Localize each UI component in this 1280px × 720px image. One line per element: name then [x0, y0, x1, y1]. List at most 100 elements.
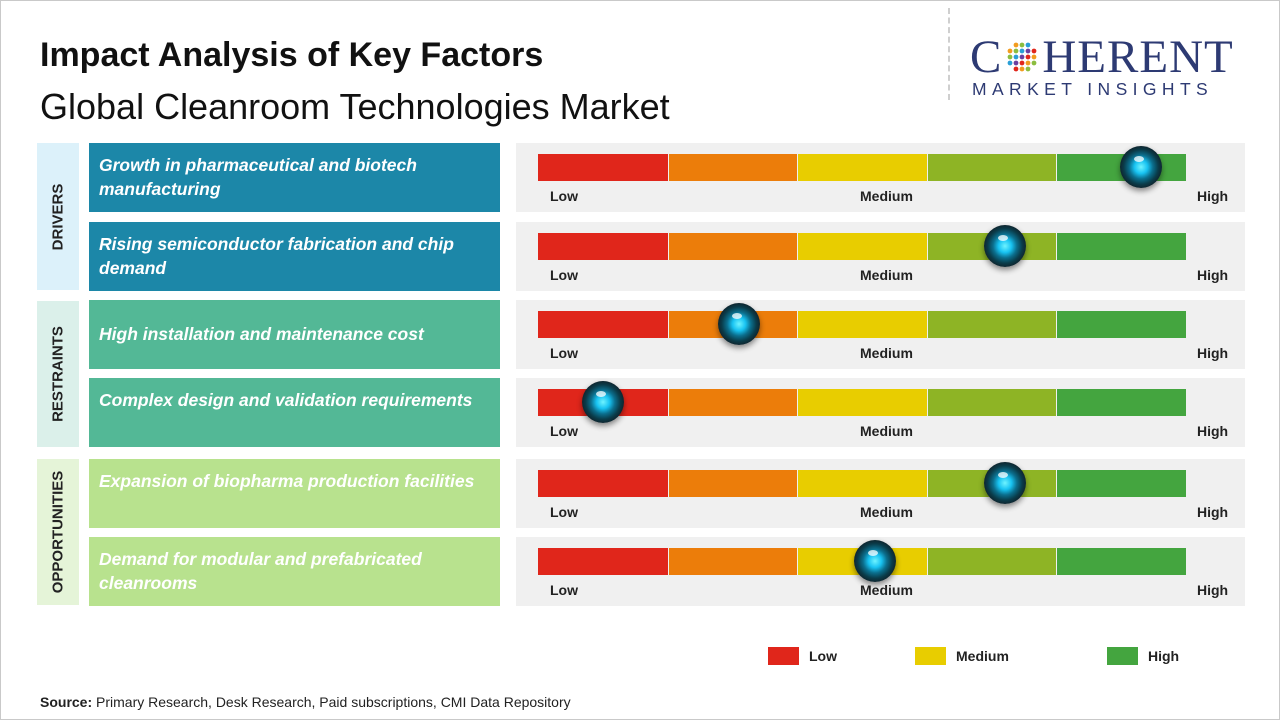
legend-swatch [768, 647, 799, 665]
scale-label-medium: Medium [860, 504, 913, 520]
scale-label-medium: Medium [860, 267, 913, 283]
category-label: OPPORTUNITIES [49, 470, 67, 594]
scale-segment [668, 548, 798, 575]
source-prefix: Source: [40, 694, 93, 710]
scale-segment [1057, 311, 1186, 338]
logo-dot [1025, 54, 1031, 60]
factor-box: Demand for modular and prefabricated cle… [89, 537, 500, 606]
logo-dot [1019, 60, 1025, 66]
impact-scale-row: Low Medium High [516, 222, 1245, 291]
legend-label: Medium [956, 648, 1009, 664]
scale-segment [1057, 470, 1186, 497]
scale-segment [538, 548, 668, 575]
logo-dot [1007, 60, 1013, 66]
category-opportunities: OPPORTUNITIES [37, 459, 79, 605]
category-restraints: RESTRAINTS [37, 301, 79, 447]
scale-label-low: Low [550, 504, 578, 520]
logo-dot [1019, 54, 1025, 60]
impact-scale-row: Low Medium High [516, 143, 1245, 212]
scale-segment [668, 154, 798, 181]
scale-segment [1057, 548, 1186, 575]
logo-dot [1019, 66, 1025, 72]
logo-dot [1013, 54, 1019, 60]
scale-label-high: High [1197, 423, 1229, 439]
logo-wordmark: C HERENT [970, 30, 1234, 84]
scale-label-high: High [1197, 504, 1229, 520]
logo-dot [1013, 48, 1019, 54]
scale-segment [538, 154, 668, 181]
impact-marker [1119, 146, 1162, 188]
legend-label: High [1148, 648, 1180, 664]
logo-dot [1013, 60, 1019, 66]
scale-label-high: High [1197, 582, 1229, 598]
impact-marker [717, 303, 760, 345]
scale-segment [798, 389, 927, 416]
logo-letter-c: C [970, 31, 1003, 83]
logo-dot [1007, 48, 1013, 54]
factor-box: Rising semiconductor fabrication and chi… [89, 222, 500, 291]
impact-scale-row: Low Medium High [516, 459, 1245, 528]
factor-box: Complex design and validation requiremen… [89, 378, 500, 447]
scale-label-medium: Medium [860, 188, 913, 204]
logo-dot [1031, 60, 1037, 66]
scale-segment [798, 233, 927, 260]
scale-segment [668, 470, 798, 497]
scale-segment [668, 233, 798, 260]
legend-label: Low [809, 648, 837, 664]
scale-segment [798, 311, 927, 338]
impact-marker [983, 225, 1026, 267]
scale-segment [1057, 233, 1186, 260]
logo-dot [1019, 48, 1025, 54]
scale-label-medium: Medium [860, 423, 913, 439]
logo-dot [1013, 66, 1019, 72]
scale-label-high: High [1197, 267, 1229, 283]
impact-scale-row: Low Medium High [516, 537, 1245, 606]
logo-dot [1031, 48, 1037, 54]
factor-box: Expansion of biopharma production facili… [89, 459, 500, 528]
logo-dot [1025, 66, 1031, 72]
scale-label-medium: Medium [860, 345, 913, 361]
scale-segment [927, 154, 1057, 181]
logo-dot [1025, 60, 1031, 66]
impact-scale-row: Low Medium High [516, 378, 1245, 447]
factor-box: Growth in pharmaceutical and biotech man… [89, 143, 500, 212]
impact-marker [983, 462, 1026, 504]
scale-segment [927, 389, 1057, 416]
scale-label-low: Low [550, 188, 578, 204]
logo-letters-rest: HERENT [1042, 31, 1234, 83]
factor-box: High installation and maintenance cost [89, 300, 500, 369]
logo-dot [1013, 42, 1019, 48]
scale-label-high: High [1197, 188, 1229, 204]
category-drivers: DRIVERS [37, 143, 79, 290]
scale-label-medium: Medium [860, 582, 913, 598]
scale-segment [798, 470, 927, 497]
logo-dot [1007, 54, 1013, 60]
logo-dot [1025, 48, 1031, 54]
scale-label-low: Low [550, 267, 578, 283]
category-label: RESTRAINTS [49, 326, 67, 422]
logo-dot [1019, 42, 1025, 48]
source-text: Primary Research, Desk Research, Paid su… [92, 694, 571, 710]
scale-segment [798, 154, 927, 181]
scale-segment [538, 470, 668, 497]
dotted-globe-icon [1007, 42, 1037, 72]
scale-segment [1057, 389, 1186, 416]
chart-title: Impact Analysis of Key Factors [40, 36, 544, 74]
category-label: DRIVERS [49, 183, 67, 250]
source-note: Source: Primary Research, Desk Research,… [40, 694, 571, 710]
scale-label-low: Low [550, 582, 578, 598]
impact-scale-row: Low Medium High [516, 300, 1245, 369]
legend-swatch [915, 647, 946, 665]
scale-label-low: Low [550, 423, 578, 439]
scale-segment [538, 233, 668, 260]
logo-dot [1031, 54, 1037, 60]
scale-label-high: High [1197, 345, 1229, 361]
logo-divider [948, 8, 950, 100]
scale-segment [668, 389, 798, 416]
scale-label-low: Low [550, 345, 578, 361]
scale-segment [927, 311, 1057, 338]
scale-segment [927, 548, 1057, 575]
logo-dot [1025, 42, 1031, 48]
impact-marker [853, 540, 896, 582]
logo-tagline: MARKET INSIGHTS [972, 79, 1214, 99]
